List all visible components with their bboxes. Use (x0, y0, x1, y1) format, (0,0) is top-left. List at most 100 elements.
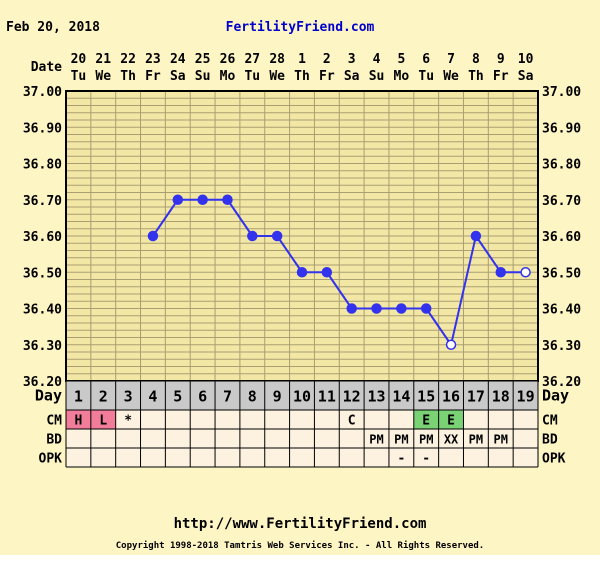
day-number: 5 (173, 388, 182, 406)
data-point (346, 303, 357, 314)
date-label: 25 (195, 52, 211, 67)
day-number: 10 (293, 388, 311, 406)
y-tick-label-left: 36.50 (23, 266, 62, 281)
date-label: 7 (447, 52, 455, 67)
date-label: 21 (95, 52, 111, 67)
y-tick-label-left: 36.20 (23, 375, 62, 390)
weekday-label: Sa (518, 69, 534, 84)
day-number: 4 (148, 388, 157, 406)
weekday-label: Fr (145, 69, 161, 84)
date-row-label: Date (31, 60, 62, 75)
y-tick-label-left: 36.90 (23, 121, 62, 136)
weekday-label: Su (369, 69, 385, 84)
date-label: 8 (472, 52, 480, 67)
y-tick-label-right: 36.60 (542, 230, 581, 245)
data-point (271, 230, 283, 242)
cm-value: H (75, 414, 83, 429)
day-row-label: Day (35, 387, 62, 405)
bd-value: PM (469, 433, 483, 447)
footer-url: http://www.FertilityFriend.com (174, 516, 427, 532)
y-tick-label-right: 36.50 (542, 266, 581, 281)
day-number: 1 (74, 388, 83, 406)
day-number: 16 (442, 388, 460, 406)
date-label: 3 (348, 52, 356, 67)
y-tick-label-right: 36.70 (542, 194, 581, 209)
opk-row-label: OPK (39, 452, 63, 467)
y-tick-label-right: 36.80 (542, 158, 581, 173)
day-number: 17 (467, 388, 485, 406)
date-label: 20 (71, 52, 87, 67)
weekday-label: Tu (244, 69, 260, 84)
series-segment (326, 271, 353, 310)
data-point (321, 267, 333, 278)
cm-value: C (348, 414, 356, 429)
day-number: 7 (223, 388, 232, 406)
date-label: 1 (298, 52, 306, 67)
bd-value: PM (419, 433, 433, 447)
weekday-label: Su (195, 69, 211, 84)
opk-row-label-right: OPK (542, 452, 566, 467)
bd-value: PM (394, 433, 408, 447)
data-point (172, 194, 184, 205)
date-header: 20Tu21We22Th23Fr24Sa25Su26Mo27Tu28We1Th2… (71, 52, 534, 84)
date-label: 23 (145, 52, 161, 67)
y-axis-ticks: 36.20 36.20 36.30 36.30 36.40 36.40 36.50 36.50… (23, 85, 581, 390)
day-number: 6 (198, 388, 207, 406)
cm-cell-fill (438, 410, 464, 429)
date-label: 6 (422, 52, 430, 67)
data-point (147, 230, 159, 242)
cm-value: * (124, 414, 132, 429)
series-segment (425, 307, 452, 346)
bd-row-label: BD (46, 433, 62, 448)
day-number: 12 (343, 388, 361, 406)
y-tick-label-right: 36.20 (542, 375, 581, 390)
weekday-label: Sa (170, 69, 186, 84)
footer-copyright: Copyright 1998-2018 Tamtris Web Services… (116, 540, 484, 551)
y-tick-label-left: 36.70 (23, 194, 62, 209)
y-tick-label-right: 36.30 (542, 339, 581, 354)
weekday-label: Mo (394, 69, 410, 84)
weekday-label: We (269, 69, 285, 84)
cm-cell-fill (90, 410, 116, 429)
day-number: 14 (392, 388, 410, 406)
data-point (420, 303, 432, 314)
bd-row-label-right: BD (542, 433, 558, 448)
weekday-label: Th (294, 69, 310, 84)
day-number: 15 (417, 388, 435, 406)
weekday-label: Th (468, 69, 484, 84)
data-point (197, 194, 208, 205)
data-point (222, 194, 233, 205)
weekday-label: Tu (71, 69, 87, 84)
date-label: 27 (244, 52, 260, 67)
bd-value: PM (494, 433, 508, 447)
date-label: 2 (323, 52, 331, 67)
date-label: 9 (497, 52, 505, 67)
cm-row-label-right: CM (542, 414, 558, 429)
cm-value: E (447, 414, 455, 429)
plot-area (65, 90, 539, 382)
opk-value: - (422, 452, 430, 467)
y-tick-label-right: 37.00 (542, 85, 581, 100)
temperature-series (147, 194, 531, 350)
series-segment (152, 199, 179, 237)
y-tick-label-left: 36.30 (23, 339, 62, 354)
date-label: 24 (170, 52, 186, 67)
cm-value: L (99, 414, 107, 429)
day-number: 11 (318, 388, 336, 406)
date-label: 10 (518, 52, 534, 67)
date-label: 5 (397, 52, 405, 67)
data-point (445, 339, 457, 350)
series-segment (226, 199, 254, 237)
data-point (396, 303, 407, 314)
y-tick-label-left: 37.00 (23, 85, 62, 100)
weekday-label: Tu (418, 69, 434, 84)
y-tick-label-right: 36.40 (542, 303, 581, 318)
day-number: 13 (367, 388, 385, 406)
series-segment (276, 235, 303, 273)
weekday-label: Fr (493, 69, 509, 84)
data-point (296, 267, 308, 278)
weekday-label: Sa (344, 69, 360, 84)
date-label: 26 (220, 52, 236, 67)
